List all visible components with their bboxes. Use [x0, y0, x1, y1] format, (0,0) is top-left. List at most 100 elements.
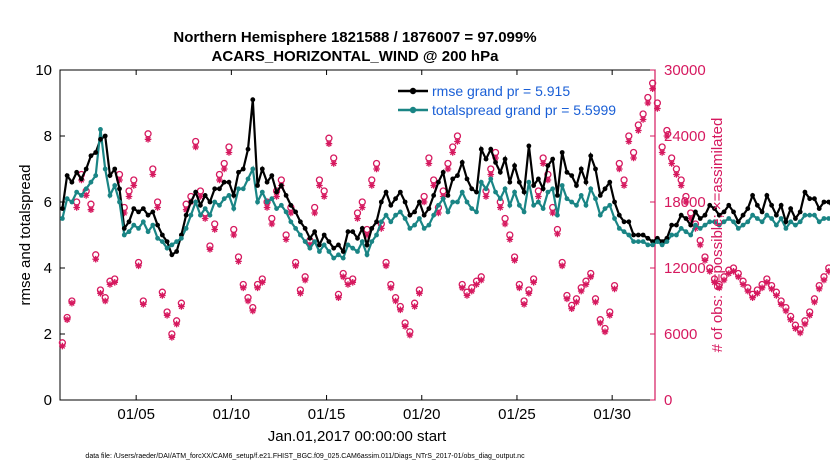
totalspread-point — [759, 219, 765, 225]
rmse-point — [793, 216, 798, 221]
rmse-point — [607, 179, 613, 185]
totalspread-point — [564, 196, 570, 202]
totalspread-point — [793, 222, 798, 228]
rmse-point — [74, 169, 80, 175]
totalspread-point — [535, 199, 541, 205]
totalspread-point — [578, 193, 584, 198]
obs-assimilated-point — [749, 294, 756, 301]
obs-assimilated-point — [601, 328, 609, 336]
rmse-point — [69, 179, 75, 185]
totalspread-point — [83, 186, 89, 192]
totalspread-point — [754, 216, 760, 221]
totalspread-point — [221, 196, 227, 202]
rmse-point — [735, 219, 741, 225]
totalspread-point — [250, 166, 256, 172]
obs-assimilated-point — [68, 299, 76, 307]
obs-assimilated-point — [111, 279, 119, 286]
obs-assimilated-point — [435, 209, 442, 217]
obs-assimilated-point — [801, 320, 809, 328]
totalspread-point — [450, 199, 456, 205]
rmse-point — [569, 173, 575, 179]
totalspread-point — [369, 239, 375, 245]
totalspread-point — [93, 173, 99, 179]
totalspread-point — [407, 226, 413, 231]
obs-assimilated-point — [430, 182, 437, 189]
totalspread-point — [188, 212, 194, 218]
rmse-point — [407, 212, 413, 218]
totalspread-point — [264, 199, 270, 205]
totalspread-point — [745, 219, 751, 225]
totalspread-point — [69, 199, 75, 205]
totalspread-point — [217, 202, 222, 208]
rmse-point — [326, 239, 332, 245]
totalspread-point — [169, 242, 175, 248]
rmse-point — [578, 166, 584, 172]
totalspread-point — [174, 239, 180, 245]
rmse-point — [512, 163, 517, 169]
rmse-point — [574, 183, 579, 188]
totalspread-point — [88, 179, 94, 185]
rmse-point — [250, 97, 256, 103]
totalspread-point — [659, 242, 665, 248]
totalspread-point — [198, 212, 203, 218]
totalspread-point — [712, 219, 717, 225]
totalspread-point — [236, 186, 241, 192]
totalspread-point — [402, 216, 408, 221]
x-tick-label: 01/10 — [213, 406, 251, 423]
obs-assimilated-point — [587, 273, 595, 281]
totalspread-point — [112, 183, 118, 188]
rmse-point — [469, 186, 475, 192]
totalspread-point — [493, 189, 498, 195]
rmse-point — [378, 199, 384, 205]
rmse-point — [188, 199, 194, 205]
rmse-point — [293, 209, 299, 215]
obs-assimilated-point — [101, 297, 109, 305]
totalspread-point — [364, 252, 370, 258]
rmse-point — [402, 199, 408, 205]
rmse-point — [226, 179, 232, 185]
totalspread-point — [826, 216, 830, 221]
totalspread-point — [340, 255, 346, 261]
obs-assimilated-point — [206, 246, 214, 253]
totalspread-point — [388, 219, 394, 225]
rmse-point — [140, 206, 146, 212]
rmse-point — [616, 212, 622, 218]
totalspread-point — [716, 222, 722, 228]
rmse-point — [198, 202, 203, 208]
rmse-point — [769, 202, 775, 208]
rmse-point — [540, 186, 546, 192]
totalspread-point — [607, 202, 613, 208]
totalspread-point — [650, 242, 656, 248]
obs-assimilated-point — [363, 231, 371, 239]
totalspread-point — [274, 206, 279, 212]
obs-assimilated-point — [530, 279, 537, 286]
obs-assimilated-point — [682, 198, 690, 206]
obs-assimilated-point — [454, 138, 461, 145]
rmse-point — [136, 209, 141, 215]
rmse-point — [459, 160, 465, 165]
rmse-point — [731, 209, 736, 215]
totalspread-point — [240, 186, 246, 192]
totalspread-point — [231, 206, 237, 212]
rmse-point — [126, 219, 132, 225]
obs-assimilated-point — [482, 193, 490, 200]
rmse-point — [340, 249, 346, 254]
obs-assimilated-point — [335, 294, 342, 301]
totalspread-point — [583, 202, 589, 208]
obs-assimilated-point — [658, 149, 666, 156]
obs-assimilated-point — [144, 136, 152, 143]
obs-assimilated-point — [730, 268, 737, 275]
totalspread-point — [378, 219, 384, 225]
chart-title-line1: Northern Hemisphere 1821588 / 1876007 = … — [173, 29, 536, 46]
footer-data-file: data file: /Users/raeder/DAI/ATM_forcXX/… — [85, 453, 525, 460]
rmse-point — [112, 166, 118, 172]
totalspread-point — [654, 239, 660, 245]
totalspread-point — [155, 235, 160, 241]
rmse-point — [693, 209, 698, 215]
rmse-point — [588, 153, 594, 159]
rmse-point — [164, 239, 170, 245]
totalspread-point — [697, 226, 703, 231]
obs-assimilated-point — [611, 285, 618, 293]
obs-assimilated-point — [782, 307, 790, 315]
